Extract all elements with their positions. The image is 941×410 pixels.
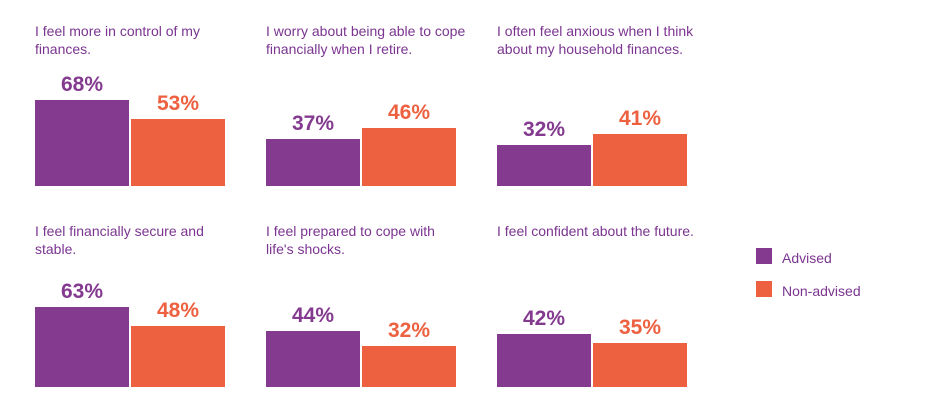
bar-non-advised <box>362 346 456 387</box>
chart-title: I feel prepared to cope with life's shoc… <box>266 223 435 257</box>
bar-non-advised <box>362 128 456 186</box>
chart-panel-3: I often feel anxious when I think about … <box>497 22 697 186</box>
value-label-non-advised: 32% <box>387 319 431 342</box>
value-label-advised: 42% <box>522 307 566 330</box>
bar-advised <box>35 100 129 186</box>
value-label-advised: 63% <box>60 280 104 303</box>
value-label-advised: 44% <box>291 304 335 327</box>
legend-label-advised: Advised <box>782 250 832 266</box>
chart-title: I feel more in control of my finances. <box>35 23 200 57</box>
bar-non-advised <box>593 134 687 186</box>
chart-panel-6: I feel confident about the future. 42% 35% <box>497 222 697 387</box>
value-label-non-advised: 41% <box>618 107 662 130</box>
bar-advised <box>497 334 591 387</box>
bar-non-advised <box>131 119 225 186</box>
value-label-non-advised: 46% <box>387 101 431 124</box>
value-label-advised: 32% <box>522 118 566 141</box>
legend-label-non-advised: Non-advised <box>782 283 861 299</box>
value-label-non-advised: 35% <box>618 316 662 339</box>
legend-swatch-non-advised <box>756 281 772 297</box>
chart-panel-2: I worry about being able to cope financi… <box>266 22 466 186</box>
value-label-non-advised: 48% <box>156 299 200 322</box>
bar-non-advised <box>131 326 225 387</box>
value-label-advised: 37% <box>291 112 335 135</box>
chart-title: I worry about being able to cope financi… <box>266 23 466 57</box>
chart-title: I feel financially secure and stable. <box>35 223 204 257</box>
bar-advised <box>35 307 129 387</box>
value-label-non-advised: 53% <box>156 92 200 115</box>
chart-title: I often feel anxious when I think about … <box>497 23 694 57</box>
chart-title: I feel confident about the future. <box>497 223 694 239</box>
bar-advised <box>266 139 360 186</box>
value-label-advised: 68% <box>60 73 104 96</box>
bar-advised <box>266 331 360 387</box>
chart-panel-4: I feel financially secure and stable. 63%… <box>35 222 235 387</box>
legend-swatch-advised <box>756 248 772 264</box>
bar-non-advised <box>593 343 687 387</box>
chart-panel-5: I feel prepared to cope with life's shoc… <box>266 222 466 387</box>
chart-panel-1: I feel more in control of my finances. 68… <box>35 22 235 186</box>
bar-advised <box>497 145 591 186</box>
